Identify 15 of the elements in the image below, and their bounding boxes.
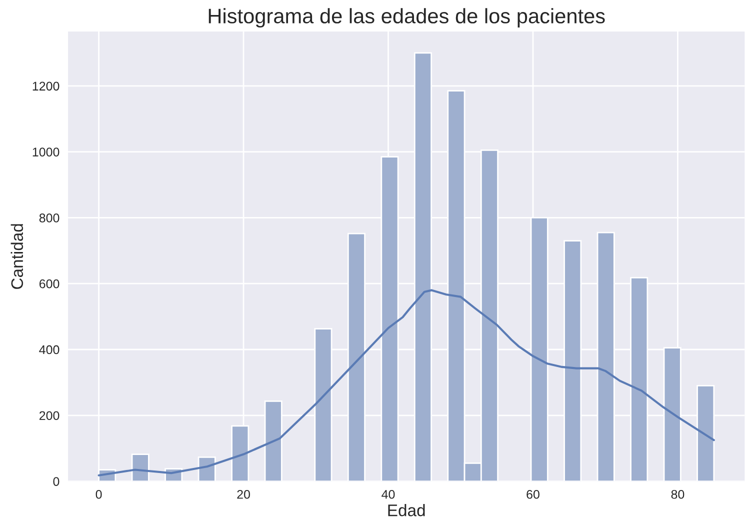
y-tick-label: 800 bbox=[39, 214, 60, 222]
x-axis-title: Edad bbox=[388, 504, 425, 516]
chart-title: Histograma de las edades de los pacientes bbox=[208, 8, 605, 28]
y-tick-label: 0 bbox=[53, 477, 60, 486]
y-tick-label: 400 bbox=[39, 345, 60, 354]
y-tick-label: 1200 bbox=[32, 82, 60, 91]
x-tick-label: 80 bbox=[671, 490, 684, 499]
y-tick-label: 200 bbox=[39, 411, 60, 420]
y-tick-label: 600 bbox=[39, 279, 60, 288]
x-tick-label: 40 bbox=[382, 490, 395, 499]
x-tick-label: 0 bbox=[96, 490, 102, 499]
x-tick-label: 60 bbox=[526, 490, 540, 499]
x-tick-label: 20 bbox=[237, 490, 250, 499]
y-axis-title: Cantidad bbox=[10, 224, 24, 289]
y-tick-label: 1000 bbox=[32, 148, 60, 156]
